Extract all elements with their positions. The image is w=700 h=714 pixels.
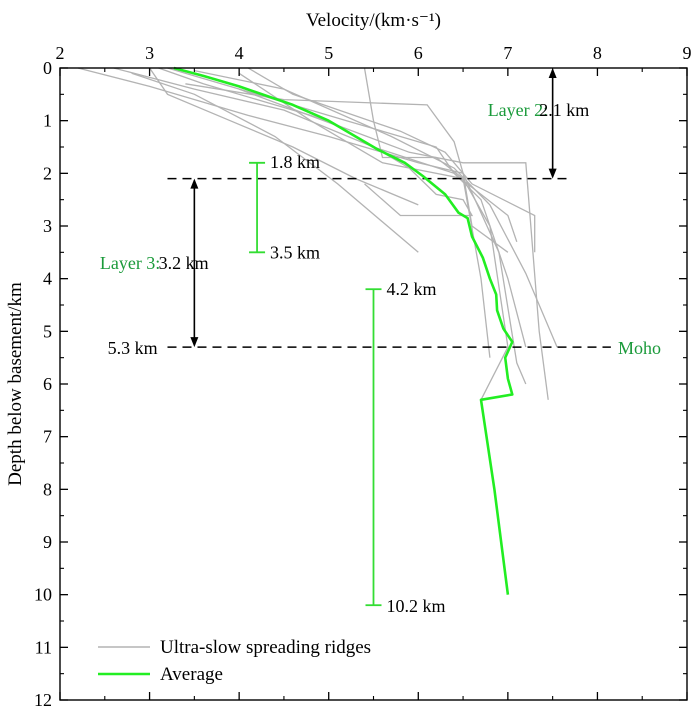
x-axis-label: Velocity/(km·s⁻¹) — [306, 10, 441, 31]
y-tick-label: 4 — [43, 269, 52, 289]
x-tick-label: 9 — [683, 43, 692, 63]
average-layer — [173, 66, 514, 595]
layer3-thickness-arrow-head-bottom — [190, 337, 199, 348]
ridge-profile-line-6 — [247, 67, 536, 253]
y-tick-label: 10 — [34, 585, 52, 605]
annotations-layer: Layer 2:2.1 km Layer 3:3.2 km 5.3 km Moho 1.… — [100, 68, 661, 616]
legend: Ultra-slow spreading ridges Average — [98, 637, 371, 685]
y-tick-label: 1 — [43, 111, 52, 131]
x-tick-label: 8 — [593, 43, 602, 63]
y-tick-label: 7 — [43, 427, 52, 447]
legend-label-ridges: Ultra-slow spreading ridges — [160, 637, 371, 658]
layer2-thickness-arrow-head-bottom — [548, 168, 557, 179]
y-axis-label: Depth below basement/km — [5, 282, 26, 486]
average-velocity-line — [173, 66, 514, 595]
legend-label-average: Average — [160, 664, 223, 685]
layer3-thickness-arrow-head-top — [190, 178, 199, 189]
ridge-profile-line-3 — [149, 67, 419, 206]
x-tick-label: 2 — [56, 43, 65, 63]
y-tick-label: 11 — [35, 637, 52, 657]
x-tick-label: 7 — [503, 43, 512, 63]
ridge-profile-line-10 — [194, 69, 558, 348]
x-tick-label: 6 — [414, 43, 423, 63]
ridge-profile-line-5 — [167, 67, 518, 243]
moho-label: Moho — [618, 338, 661, 358]
y-tick-label: 6 — [43, 374, 52, 394]
moho-depth-label: 5.3 km — [108, 338, 158, 358]
ridge-profile-line-8 — [363, 67, 491, 358]
y-tick-label: 8 — [43, 479, 52, 499]
layer2-thickness-label: 2.1 km — [539, 100, 589, 120]
y-tick-label: 12 — [34, 690, 52, 710]
layer3-thickness-label: 3.2 km — [159, 253, 209, 273]
y-tick-label: 9 — [43, 532, 52, 552]
y-tick-label: 2 — [43, 163, 52, 183]
range-lower-top-label: 4.2 km — [387, 279, 437, 299]
y-tick-label: 5 — [43, 321, 52, 341]
layer2-label: Layer 2: — [488, 100, 548, 120]
ridge-profile-line-9 — [131, 72, 419, 253]
layer2-thickness-arrow-head-top — [548, 68, 557, 78]
y-tick-label: 3 — [43, 216, 52, 236]
range-upper-bottom-label: 3.5 km — [270, 242, 320, 262]
x-tick-label: 5 — [324, 43, 333, 63]
x-tick-label: 4 — [235, 43, 244, 63]
range-lower-bottom-label: 10.2 km — [387, 596, 446, 616]
ridge-profile-line-2 — [113, 67, 527, 348]
x-tick-label: 3 — [145, 43, 154, 63]
y-tick-label: 0 — [43, 58, 52, 78]
ridge-profile-line-12 — [185, 83, 527, 385]
range-upper-top-label: 1.8 km — [270, 152, 320, 172]
layer3-label: Layer 3: — [100, 253, 160, 273]
